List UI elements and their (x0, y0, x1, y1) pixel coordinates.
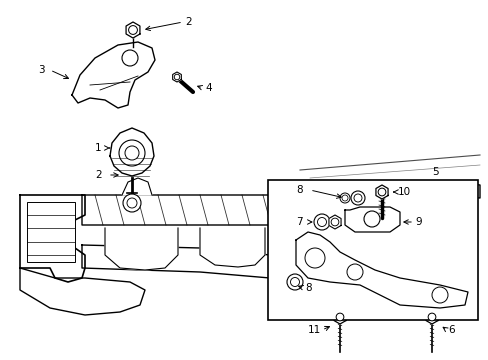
Polygon shape (82, 195, 354, 225)
Bar (289, 195, 302, 280)
Circle shape (353, 194, 361, 202)
Circle shape (377, 188, 385, 196)
Polygon shape (82, 245, 354, 282)
Polygon shape (339, 182, 479, 205)
Circle shape (125, 146, 139, 160)
Text: 8: 8 (295, 185, 302, 195)
Text: 6: 6 (447, 325, 454, 335)
Circle shape (286, 274, 303, 290)
Polygon shape (122, 178, 152, 195)
Text: 1: 1 (95, 143, 102, 153)
Bar (27, 202, 75, 262)
Polygon shape (20, 195, 85, 282)
Circle shape (339, 193, 349, 203)
Circle shape (350, 191, 364, 205)
Circle shape (122, 50, 138, 66)
Polygon shape (110, 128, 154, 176)
Text: 4: 4 (204, 83, 211, 93)
Text: 7: 7 (295, 217, 302, 227)
Circle shape (290, 278, 299, 287)
Circle shape (346, 264, 362, 280)
Text: 9: 9 (414, 217, 421, 227)
Text: 3: 3 (38, 65, 44, 75)
Text: 10: 10 (397, 187, 410, 197)
Text: 8: 8 (305, 283, 311, 293)
Text: 2: 2 (184, 17, 191, 27)
Circle shape (363, 211, 379, 227)
Circle shape (427, 313, 435, 321)
Polygon shape (172, 72, 181, 82)
Circle shape (335, 313, 343, 321)
Polygon shape (375, 185, 387, 199)
Circle shape (119, 140, 145, 166)
Polygon shape (200, 228, 264, 267)
Circle shape (127, 198, 137, 208)
Polygon shape (295, 232, 467, 308)
Polygon shape (345, 207, 399, 232)
Circle shape (128, 26, 137, 35)
Bar (267, 180, 477, 320)
Circle shape (123, 194, 141, 212)
Text: 11: 11 (307, 325, 321, 335)
Text: 5: 5 (431, 167, 438, 177)
Circle shape (317, 217, 326, 226)
Circle shape (330, 218, 338, 226)
Circle shape (341, 195, 347, 201)
Polygon shape (126, 22, 140, 38)
Text: 2: 2 (95, 170, 102, 180)
Polygon shape (425, 310, 437, 324)
Polygon shape (72, 42, 155, 108)
Circle shape (174, 74, 180, 80)
Polygon shape (20, 268, 145, 315)
Circle shape (305, 248, 325, 268)
Polygon shape (105, 228, 178, 270)
Polygon shape (328, 215, 340, 229)
Circle shape (313, 214, 329, 230)
Circle shape (431, 287, 447, 303)
Polygon shape (333, 310, 346, 324)
